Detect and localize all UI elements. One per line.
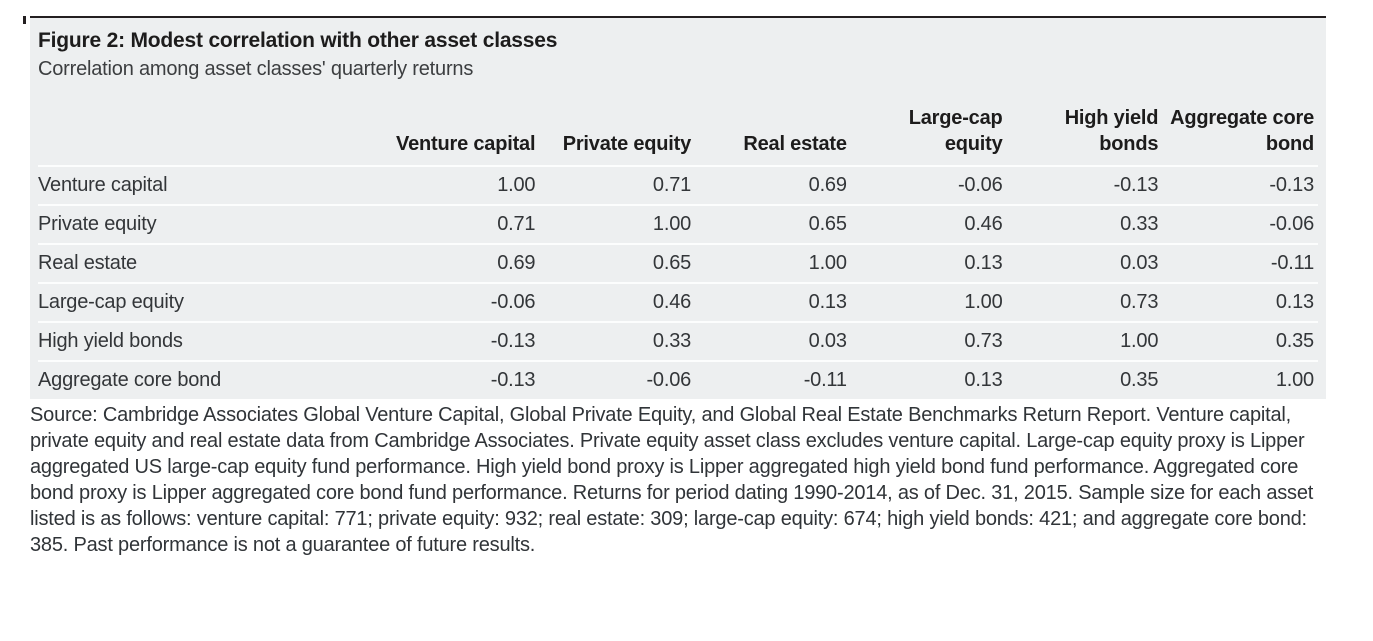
correlation-value: 1.00 xyxy=(1120,330,1159,353)
correlation-value: 0.73 xyxy=(964,330,1003,353)
correlation-value: -0.13 xyxy=(1113,174,1159,197)
left-tick-mark xyxy=(23,16,26,24)
column-header: Large-cap equity xyxy=(908,107,1003,155)
row-label: Large-cap equity xyxy=(38,291,184,314)
correlation-value: 0.69 xyxy=(497,252,536,275)
figure-panel: Figure 2: Modest correlation with other … xyxy=(30,18,1326,400)
correlation-value: 1.00 xyxy=(808,252,847,275)
correlation-value: 0.13 xyxy=(964,252,1003,275)
correlation-value: -0.11 xyxy=(803,369,847,392)
correlation-value: 1.00 xyxy=(652,213,692,236)
correlation-value: -0.06 xyxy=(646,369,692,392)
row-header-spacer xyxy=(38,106,384,166)
column-header: Private equity xyxy=(562,132,692,155)
figure-title: Figure 2: Modest correlation with other … xyxy=(38,29,558,52)
correlation-value: 0.35 xyxy=(1120,369,1159,392)
row-label: High yield bonds xyxy=(38,330,183,353)
correlation-value: 0.65 xyxy=(808,213,847,236)
correlation-value: -0.13 xyxy=(490,369,536,392)
correlation-value: -0.06 xyxy=(1269,213,1314,236)
correlation-value: 0.33 xyxy=(652,330,692,353)
row-label: Private equity xyxy=(38,213,157,236)
correlation-value: -0.06 xyxy=(490,291,536,314)
table-row: High yield bonds -0.13 0.33 0.03 0.73 1.00 0.3… xyxy=(38,322,1318,361)
correlation-table: Venture capital Private equity Real estate… xyxy=(38,106,1318,399)
row-label: Aggregate core bond xyxy=(38,369,222,392)
correlation-value: 0.46 xyxy=(964,213,1003,236)
row-label: Venture capital xyxy=(38,174,168,197)
table-row: Private equity 0.71 1.00 0.65 0.46 0.33 -0.06 xyxy=(38,205,1318,244)
table-row: Large-cap equity -0.06 0.46 0.13 1.00 0.73 0.1… xyxy=(38,283,1318,322)
correlation-value: -0.13 xyxy=(1269,174,1314,197)
table-row: Venture capital 1.00 0.71 0.69 -0.06 -0.13 -0.… xyxy=(38,166,1318,205)
correlation-value: 0.03 xyxy=(808,330,847,353)
correlation-value: 0.13 xyxy=(808,291,847,314)
table-row: Real estate 0.69 0.65 1.00 0.13 0.03 -0.11 xyxy=(38,244,1318,283)
correlation-value: 0.71 xyxy=(497,213,536,236)
correlation-value: 1.00 xyxy=(497,174,536,197)
correlation-value: 0.13 xyxy=(1275,291,1314,314)
correlation-value: 0.35 xyxy=(1275,330,1314,353)
figure-top-rule xyxy=(30,16,1326,18)
correlation-value: 1.00 xyxy=(1275,369,1314,392)
column-header: High yield bonds xyxy=(1064,107,1159,155)
table-row: Aggregate core bond -0.13 -0.06 -0.11 0.13 0.… xyxy=(38,361,1318,399)
correlation-value: -0.11 xyxy=(1270,252,1314,275)
table-header-row: Venture capital Private equity Real estate… xyxy=(38,106,1318,166)
correlation-value: 0.33 xyxy=(1120,213,1159,236)
correlation-value: 0.69 xyxy=(808,174,847,197)
correlation-value: -0.06 xyxy=(957,174,1003,197)
column-header: Real estate xyxy=(743,132,847,155)
correlation-value: 1.00 xyxy=(964,291,1003,314)
correlation-value: 0.46 xyxy=(652,291,692,314)
figure-subtitle: Correlation among asset classes' quarter… xyxy=(38,58,474,81)
correlation-value: 0.03 xyxy=(1120,252,1159,275)
source-note: Source: Cambridge Associates Global Vent… xyxy=(30,404,1314,556)
column-header: Venture capital xyxy=(396,132,536,155)
correlation-value: 0.13 xyxy=(964,369,1003,392)
correlation-value: -0.13 xyxy=(490,330,536,353)
correlation-value: 0.71 xyxy=(652,174,692,197)
column-header: Aggregate core bond xyxy=(1170,107,1314,155)
correlation-value: 0.65 xyxy=(652,252,692,275)
correlation-value: 0.73 xyxy=(1120,291,1159,314)
row-label: Real estate xyxy=(38,252,137,275)
